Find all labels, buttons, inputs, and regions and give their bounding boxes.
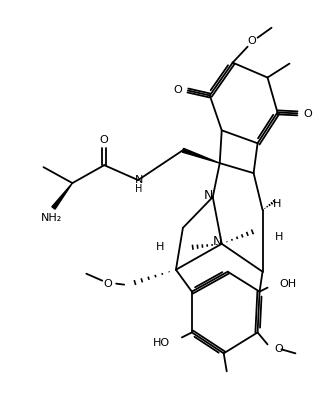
Text: H: H — [135, 184, 143, 194]
Text: N: N — [204, 189, 213, 202]
Text: NH₂: NH₂ — [41, 213, 62, 223]
Text: H: H — [275, 232, 284, 242]
Text: O: O — [100, 135, 108, 145]
Text: O: O — [104, 278, 113, 289]
Text: H: H — [273, 199, 282, 209]
Text: OH: OH — [280, 278, 297, 289]
Text: O: O — [247, 36, 256, 46]
Polygon shape — [52, 183, 72, 209]
Text: O: O — [174, 85, 182, 96]
Text: O: O — [303, 109, 312, 119]
Text: H: H — [156, 242, 164, 252]
Text: O: O — [274, 344, 283, 354]
Text: N: N — [135, 175, 143, 185]
Polygon shape — [182, 148, 220, 163]
Text: HO: HO — [153, 339, 170, 348]
Text: N: N — [213, 235, 222, 248]
